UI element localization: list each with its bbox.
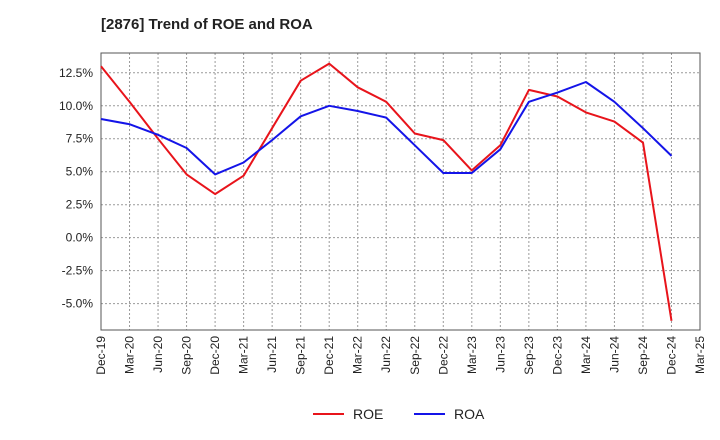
grid-lines bbox=[100, 53, 701, 330]
y-tick-label: 12.5% bbox=[59, 66, 93, 80]
x-tick-label: Jun-24 bbox=[607, 336, 621, 373]
x-tick-label: Dec-24 bbox=[664, 336, 678, 375]
x-tick-label: Mar-22 bbox=[351, 336, 365, 374]
x-tick-label: Jun-20 bbox=[151, 336, 165, 373]
x-tick-label: Sep-20 bbox=[180, 336, 194, 375]
x-tick-label: Jun-23 bbox=[493, 336, 507, 373]
x-tick-label: Sep-22 bbox=[408, 336, 422, 375]
legend-label-roa: ROA bbox=[454, 406, 485, 422]
x-tick-label: Mar-24 bbox=[579, 336, 593, 374]
x-tick-label: Dec-22 bbox=[436, 336, 450, 375]
x-tick-label: Mar-23 bbox=[465, 336, 479, 374]
x-tick-label: Jun-22 bbox=[379, 336, 393, 373]
x-tick-label: Mar-20 bbox=[123, 336, 137, 374]
legend: ROE ROA bbox=[313, 406, 485, 422]
x-tick-label: Sep-23 bbox=[522, 336, 536, 375]
series-lines bbox=[100, 62, 673, 321]
x-tick-label: Dec-20 bbox=[208, 336, 222, 375]
x-tick-label: Dec-21 bbox=[322, 336, 336, 375]
y-axis-tick-labels: 12.5% 10.0% 7.5% 5.0% 2.5% 0.0% -2.5% -5.0% bbox=[59, 66, 93, 311]
x-tick-label: Sep-24 bbox=[636, 336, 650, 375]
y-tick-label: -5.0% bbox=[62, 297, 94, 311]
y-tick-label: 2.5% bbox=[66, 198, 94, 212]
x-tick-label: Jun-21 bbox=[265, 336, 279, 373]
series-line-roa bbox=[100, 81, 673, 176]
x-tick-label: Mar-21 bbox=[237, 336, 251, 374]
chart-title: [2876] Trend of ROE and ROA bbox=[101, 16, 313, 33]
legend-label-roe: ROE bbox=[353, 406, 383, 422]
plot-area-frame bbox=[100, 52, 701, 331]
x-tick-label: Mar-25 bbox=[693, 336, 707, 374]
x-tick-label: Dec-19 bbox=[94, 336, 108, 375]
y-tick-label: 7.5% bbox=[66, 132, 94, 146]
y-tick-label: 5.0% bbox=[66, 165, 94, 179]
y-tick-label: 10.0% bbox=[59, 99, 93, 113]
x-axis-tick-labels: Dec-19 Mar-20 Jun-20 Sep-20 Dec-20 Mar-21 Jun-… bbox=[94, 336, 707, 375]
series-line-roe bbox=[100, 62, 673, 321]
x-tick-label: Dec-23 bbox=[550, 336, 564, 375]
y-tick-label: 0.0% bbox=[66, 231, 94, 245]
x-tick-label: Sep-21 bbox=[294, 336, 308, 375]
y-tick-label: -2.5% bbox=[62, 264, 94, 278]
